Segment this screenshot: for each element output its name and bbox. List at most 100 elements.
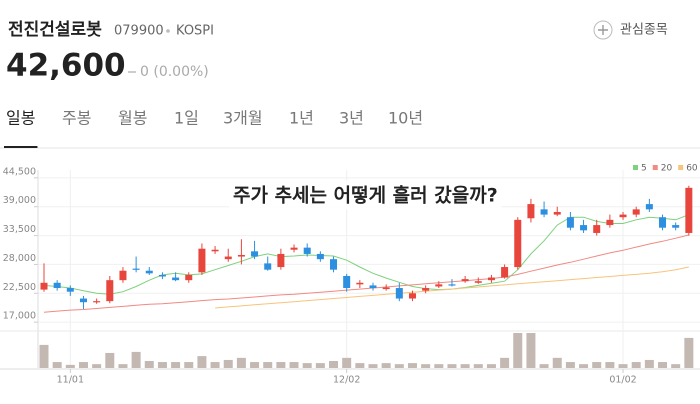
change: 0 (0.00%) [140, 64, 209, 80]
candle-body [106, 280, 114, 302]
watch-button[interactable]: 관심종목 [620, 23, 668, 38]
candle-body [172, 277, 180, 281]
volume-bar [78, 362, 88, 368]
volume-bar [605, 362, 615, 368]
candle-body [369, 285, 377, 289]
volume-bar [644, 359, 654, 368]
candle-body [382, 287, 390, 290]
volume-bar [315, 363, 325, 368]
volume-bar [184, 362, 194, 368]
y-tick-label: 28,000 [3, 253, 36, 264]
candle-body [632, 209, 640, 215]
candle-body [566, 217, 574, 228]
candle-body [264, 263, 272, 270]
price: 42,600 [6, 48, 126, 84]
candle-body [685, 187, 693, 233]
volume-bar [381, 363, 391, 368]
tab[interactable]: 3개월 [223, 109, 263, 128]
volume-bar [105, 352, 115, 368]
ma-line [43, 234, 689, 313]
tab[interactable]: 1일 [174, 109, 199, 128]
volume-bar [565, 362, 575, 368]
volume-bar [144, 361, 154, 368]
candle-body [145, 270, 153, 274]
volume-bar [355, 363, 365, 368]
y-tick-label: 22,500 [3, 282, 36, 293]
watch-plus[interactable] [598, 25, 608, 35]
candle-body [277, 253, 285, 268]
volume-bar [210, 362, 220, 368]
candle-body [251, 251, 259, 257]
volume-bar [618, 364, 628, 368]
watch-icon[interactable] [593, 20, 613, 40]
volume-bar [394, 364, 404, 368]
candle-body [408, 293, 416, 299]
tab[interactable]: 주봉 [62, 109, 91, 128]
candle-body [132, 268, 140, 270]
volume-bar [447, 364, 457, 368]
candle-body [119, 270, 127, 281]
volume-bar [131, 351, 141, 368]
candle-body [53, 282, 61, 289]
volume-bar [486, 364, 496, 368]
candle-body [461, 279, 469, 282]
candle-body [514, 219, 522, 268]
legend-swatch [633, 165, 638, 170]
candle-body [395, 288, 403, 299]
candle-body [93, 301, 101, 303]
tab[interactable]: 월봉 [118, 109, 147, 128]
candle-body [316, 253, 324, 260]
x-tick-label: 01/02 [609, 375, 636, 386]
x-tick-label: 12/02 [333, 375, 360, 386]
candle-body [224, 256, 232, 260]
annotation: 주가 추세는 어떻게 흘러 갔을까? [233, 184, 498, 207]
candle-body [343, 275, 351, 289]
y-tick-label: 39,000 [3, 195, 36, 206]
candle-body [540, 209, 548, 215]
volume-bar [329, 361, 339, 368]
tab[interactable]: 3년 [339, 109, 364, 128]
candle-body [330, 259, 338, 270]
candle-body [527, 204, 535, 219]
candle-body [79, 298, 87, 303]
volume-bar [368, 364, 378, 368]
tab[interactable]: 일봉 [6, 109, 35, 128]
stock-code: 079900 [114, 24, 164, 39]
volume-bar [526, 333, 536, 368]
tab[interactable]: 1년 [289, 109, 314, 128]
legend-swatch [678, 165, 684, 170]
annotation-background [229, 180, 502, 210]
volume-bar [421, 364, 431, 368]
candle-body [66, 288, 74, 292]
candle-body [211, 249, 219, 252]
candle-body [185, 274, 193, 281]
candle-body [40, 282, 48, 290]
volume-bar [631, 362, 641, 368]
volume-bar [236, 357, 246, 368]
y-tick-label: 44,500 [3, 166, 36, 177]
volume-bar [52, 362, 62, 368]
volume-bar [671, 364, 681, 368]
x-tick-label: 11/01 [57, 375, 84, 386]
volume-bar [171, 362, 181, 368]
volume-bar [592, 362, 602, 368]
candle-body [237, 254, 245, 257]
legend-label: 60 [686, 164, 698, 174]
candle-body [606, 219, 614, 226]
volume-bar [658, 362, 668, 368]
candle-body [356, 282, 364, 285]
tab[interactable]: 10년 [388, 109, 423, 128]
dot-separator [166, 29, 170, 33]
volume-bar [263, 362, 273, 368]
volume-bar [197, 356, 207, 368]
candle-body [198, 248, 206, 273]
volume-bar [223, 359, 233, 368]
volume-bar [460, 364, 470, 368]
candle-body [158, 274, 166, 277]
volume-bar [118, 364, 128, 368]
candle-body [659, 217, 667, 228]
volume-bar [407, 363, 417, 368]
y-tick-label: 33,500 [3, 224, 36, 235]
volume-bar [539, 364, 549, 368]
